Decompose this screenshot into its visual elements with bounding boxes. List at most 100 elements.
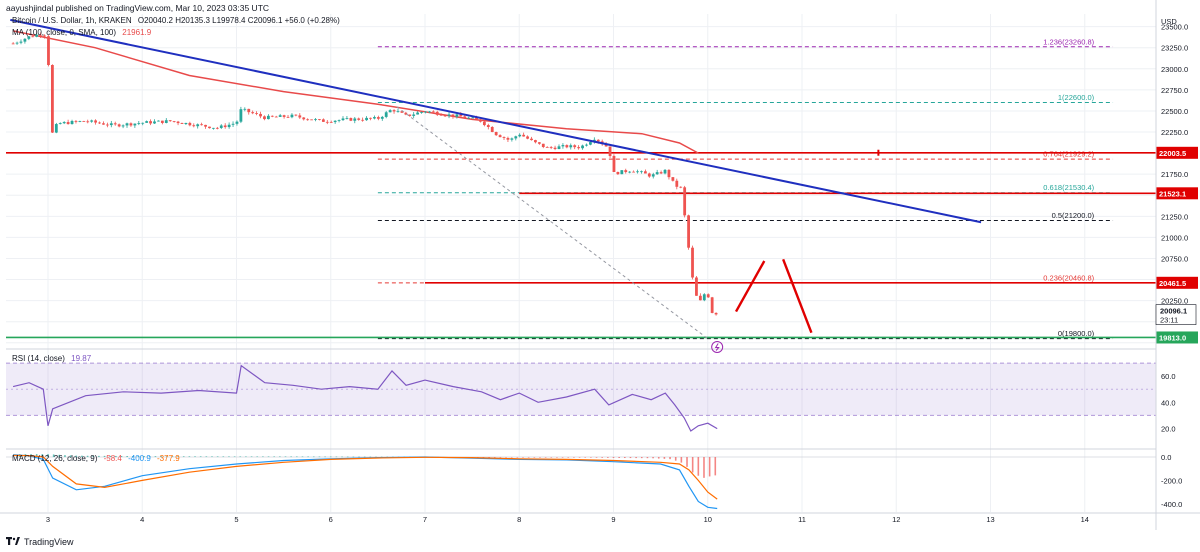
candle-body	[318, 119, 321, 121]
candle-body	[502, 137, 506, 138]
candle-body	[286, 116, 290, 118]
candle-body	[545, 147, 549, 148]
candle-body	[78, 121, 82, 122]
macd-histogram-bar	[493, 457, 496, 458]
macd-histogram-bar	[607, 457, 609, 458]
candle-body	[102, 123, 105, 125]
candle-body	[604, 144, 608, 147]
candle-body	[698, 295, 702, 301]
candle-body	[365, 117, 368, 121]
candle-body	[31, 36, 35, 38]
candle-body	[160, 120, 164, 123]
price-tick-label: 22250.0	[1161, 128, 1188, 137]
bearish-trendline	[10, 18, 982, 224]
candle-body	[530, 138, 533, 141]
projection-down-line	[782, 258, 813, 334]
level-price-tag	[1156, 276, 1198, 289]
candle-body	[557, 146, 561, 149]
macd-histogram-bar	[148, 456, 151, 458]
macd-histogram-bar	[358, 456, 360, 458]
candle-body	[27, 36, 31, 39]
candle-body	[86, 121, 90, 123]
macd-histogram-bar	[516, 457, 519, 458]
candle-body	[243, 108, 247, 110]
macd-histogram-bar	[669, 457, 671, 460]
candle-body	[310, 119, 313, 121]
candle-body	[498, 135, 502, 138]
time-tick-label: 12	[892, 515, 900, 524]
rsi-band-fill	[6, 363, 1156, 416]
candle-body	[506, 137, 510, 140]
candle-body	[651, 174, 655, 177]
candle-body	[157, 120, 160, 122]
lightning-icon	[714, 343, 720, 351]
candle-body	[125, 123, 129, 126]
candle-body	[541, 143, 545, 148]
macd-histogram-bar	[273, 456, 275, 458]
macd-histogram-bar	[522, 457, 524, 458]
macd-histogram-bar	[703, 457, 705, 478]
fib-level-label: 0.618(21530.4)	[1043, 183, 1094, 192]
ma-legend[interactable]: MA (100, close, 0, SMA, 100) 21961.9	[12, 28, 151, 37]
macd-histogram-bar	[691, 457, 694, 473]
candle-body	[117, 124, 121, 127]
price-tick-label: 20750.0	[1161, 254, 1188, 263]
candle-body	[412, 114, 416, 116]
candle-body	[208, 126, 211, 129]
candle-body	[137, 123, 141, 125]
macd-histogram-bar	[250, 456, 253, 458]
candle-body	[526, 136, 529, 139]
macd-histogram-bar	[324, 456, 326, 458]
candle-body	[153, 121, 156, 124]
macd-histogram-bar	[573, 457, 575, 458]
candle-body	[443, 115, 447, 117]
macd-histogram-bar	[239, 456, 242, 458]
fib-level-label: 0.236(20460.8)	[1043, 273, 1094, 282]
candle-body	[302, 117, 306, 120]
rsi-tick-label: 20.0	[1161, 424, 1176, 433]
candle-body	[431, 111, 435, 113]
candle-body	[35, 34, 39, 37]
macd-histogram-bar	[216, 456, 219, 458]
rsi-legend[interactable]: RSI (14, close) 19.87	[12, 354, 91, 363]
candle-body	[294, 114, 298, 116]
footer[interactable]: TradingView	[6, 537, 74, 547]
last-price-tag	[1155, 304, 1197, 325]
candle-body	[482, 121, 486, 126]
macd-histogram-bar	[245, 456, 247, 458]
candle-body	[164, 120, 168, 123]
time-tick-label: 8	[517, 515, 521, 524]
macd-histogram-bar	[126, 456, 128, 458]
macd-histogram-bar	[194, 456, 196, 458]
candle-body	[710, 297, 714, 313]
candle-body	[569, 145, 573, 148]
candle-body	[636, 171, 639, 173]
macd-histogram-bar	[290, 456, 292, 458]
candle-body	[145, 121, 149, 123]
candle-body	[39, 34, 43, 36]
marker-red	[877, 149, 880, 156]
macd-histogram-bar	[618, 457, 620, 458]
time-tick-label: 9	[611, 515, 615, 524]
fib-level-label: 1(22600.0)	[1058, 93, 1095, 102]
macd-histogram-bar	[612, 457, 615, 458]
candle-body	[494, 132, 498, 136]
candle-body	[196, 124, 200, 127]
candle-body	[400, 111, 404, 113]
fib-level-label: 0.5(21200.0)	[1052, 211, 1095, 220]
candle-body	[589, 142, 592, 145]
macd-histogram-bar	[307, 456, 309, 458]
time-tick-label: 7	[423, 515, 427, 524]
candle-body	[109, 123, 113, 126]
macd-histogram-bar	[352, 456, 355, 458]
candle-body	[427, 111, 431, 113]
candle-body	[416, 112, 420, 115]
candle-body	[219, 125, 223, 128]
candle-body	[341, 118, 345, 121]
macd-legend[interactable]: MACD (12, 26, close, 9) -58.4 -400.9 -37…	[12, 454, 180, 463]
price-tick-label: 23000.0	[1161, 65, 1188, 74]
candle-body	[259, 113, 262, 117]
candle-body	[463, 116, 467, 118]
candle-body	[200, 124, 204, 126]
